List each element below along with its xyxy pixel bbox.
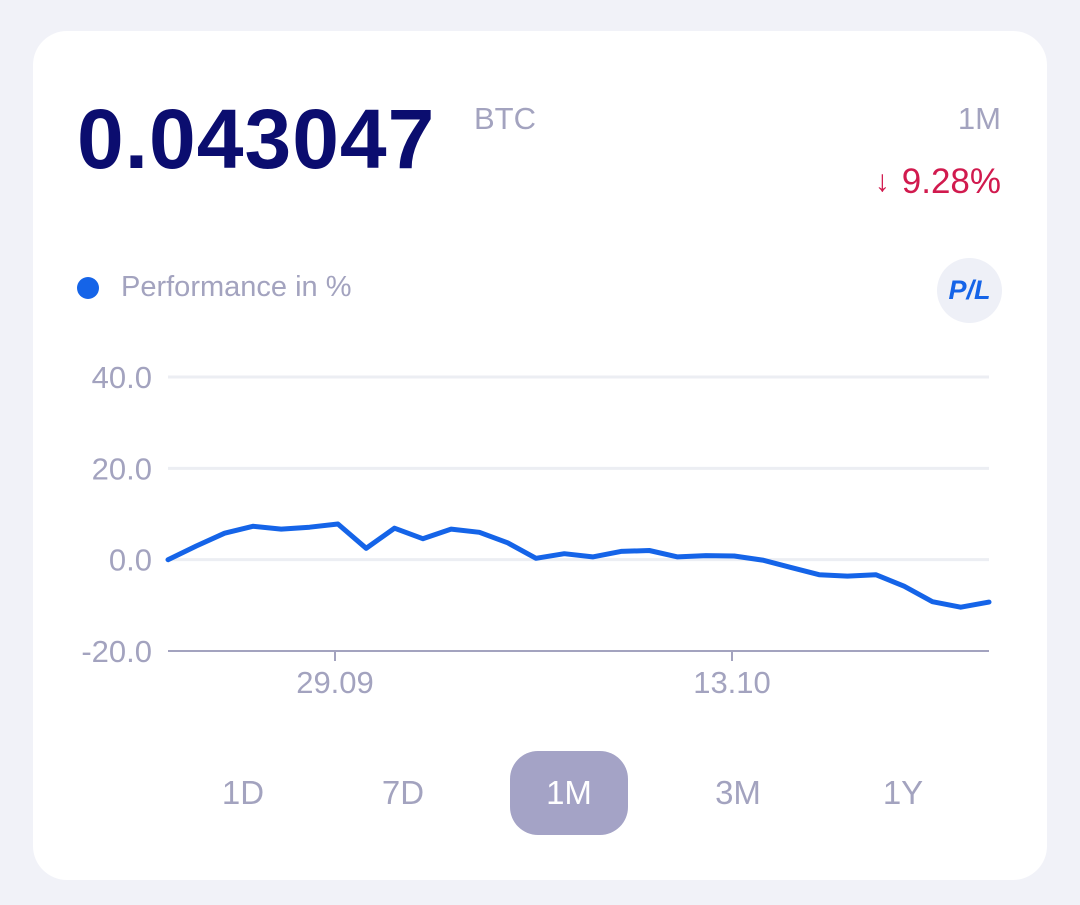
- y-tick-label: 20.0: [92, 451, 152, 486]
- y-tick-label: 40.0: [92, 360, 152, 395]
- portfolio-card: 0.043047 BTC 1M ↓ 9.28% Performance in %…: [33, 31, 1047, 880]
- tab-1m[interactable]: 1M: [510, 751, 628, 835]
- profit-loss-toggle-button[interactable]: P/L: [937, 258, 1002, 323]
- currency-unit: BTC: [474, 101, 536, 136]
- down-arrow-icon: ↓: [874, 164, 890, 198]
- performance-change: ↓ 9.28%: [875, 164, 1001, 199]
- x-tick-label: 13.10: [693, 665, 771, 700]
- y-axis-ticks: 40.0 20.0 0.0 -20.0: [81, 360, 152, 669]
- tab-3m[interactable]: 3M: [715, 774, 761, 811]
- performance-line: [165, 521, 992, 610]
- balance-value: 0.043047: [77, 92, 436, 186]
- y-tick-label: -20.0: [81, 634, 152, 669]
- chart-grid: [168, 375, 989, 652]
- chart-series: [165, 521, 992, 610]
- legend-label: Performance in %: [121, 271, 352, 303]
- performance-chart: 40.0 20.0 0.0 -20.0 29.09 13.10: [81, 360, 992, 700]
- y-tick-label: 0.0: [109, 543, 152, 578]
- tab-1d[interactable]: 1D: [221, 774, 265, 811]
- x-axis-ticks: 29.09 13.10: [296, 651, 771, 700]
- tab-7d[interactable]: 7D: [381, 774, 425, 811]
- period-tabs: 1D 7D 1M 3M 1Y: [128, 751, 963, 835]
- series-dot-icon: [77, 276, 99, 299]
- change-percent: 9.28%: [901, 162, 1001, 201]
- chart-legend: Performance in %: [77, 273, 352, 302]
- x-tick-label: 29.09: [296, 665, 374, 700]
- selected-period-label: 1M: [957, 101, 1001, 136]
- tab-1y[interactable]: 1Y: [882, 774, 924, 811]
